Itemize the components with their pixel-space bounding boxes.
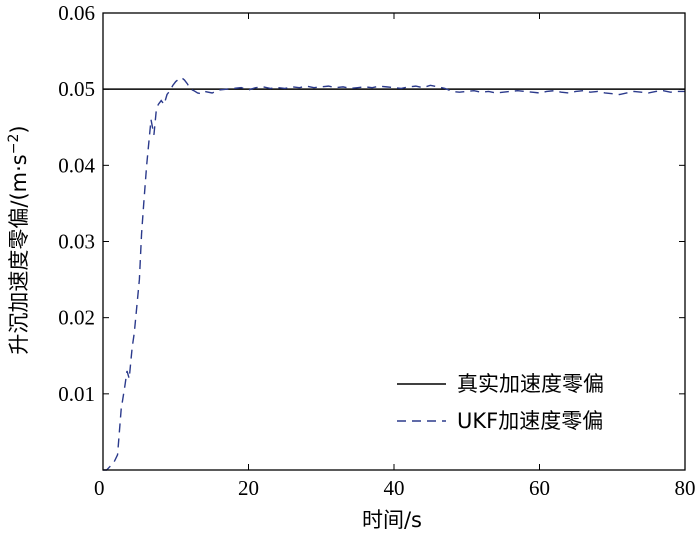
y-axis-title-exponent: −2 bbox=[6, 134, 22, 155]
legend-label-true-bias: 真实加速度零偏 bbox=[457, 372, 604, 396]
y-axis-title-close: ) bbox=[7, 125, 31, 133]
x-tick-label: 0 bbox=[94, 476, 105, 500]
y-axis-title-main: 升沉加速度零偏/(m·s bbox=[7, 154, 31, 354]
x-axis-title: 时间/s bbox=[362, 508, 422, 532]
legend: 真实加速度零偏 UKF加速度零偏 bbox=[397, 372, 604, 433]
y-tick-label: 0.04 bbox=[58, 153, 95, 177]
x-tick-label: 20 bbox=[238, 476, 259, 500]
y-tick-label: 0.03 bbox=[58, 230, 95, 254]
series-layer bbox=[103, 76, 685, 471]
y-axis-title: 升沉加速度零偏/(m·s−2) bbox=[6, 125, 31, 354]
y-tick-label: 0.02 bbox=[58, 306, 95, 330]
x-tick-label: 80 bbox=[675, 476, 696, 500]
x-tick-label: 60 bbox=[529, 476, 550, 500]
legend-label-ukf-bias: UKF加速度零偏 bbox=[457, 409, 603, 433]
y-tick-label: 0.06 bbox=[58, 1, 95, 25]
y-axis-ticks: 0.01 0.02 0.03 0.04 0.05 0.06 bbox=[58, 1, 685, 406]
x-axis-ticks: 0 20 40 60 80 bbox=[94, 13, 696, 500]
plot-frame bbox=[102, 12, 686, 471]
y-tick-label: 0.05 bbox=[58, 77, 95, 101]
x-tick-label: 40 bbox=[384, 476, 405, 500]
y-tick-label: 0.01 bbox=[58, 382, 95, 406]
series-line-ukf-bias bbox=[103, 76, 685, 471]
